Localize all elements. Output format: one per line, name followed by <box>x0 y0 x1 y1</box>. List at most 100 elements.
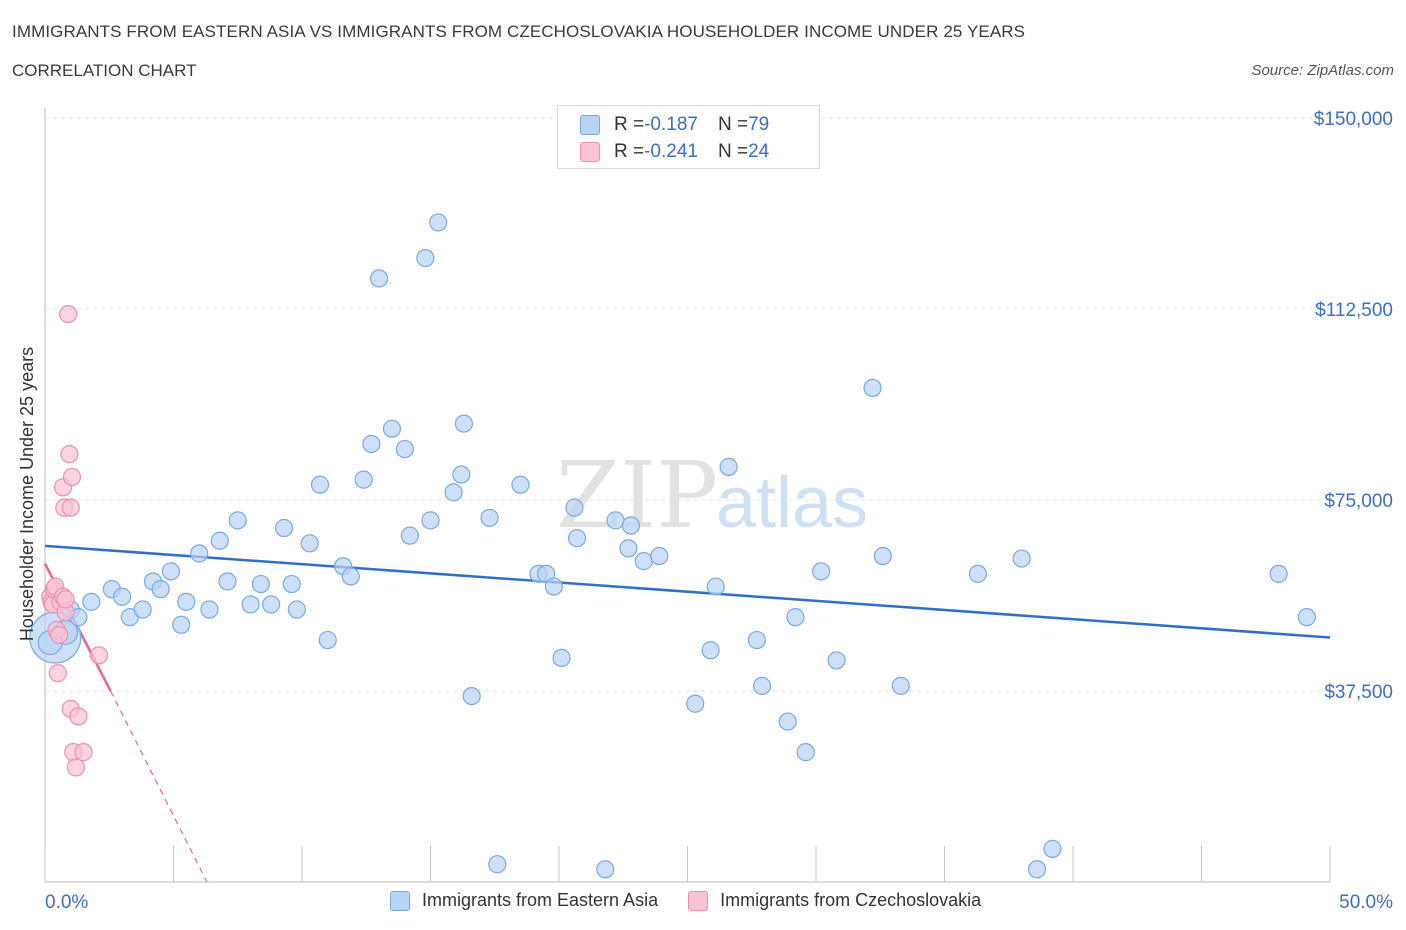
legend-item-eastern-asia[interactable]: Immigrants from Eastern Asia <box>390 890 658 911</box>
point-eastern-asia <box>596 860 615 879</box>
point-eastern-asia <box>218 572 237 591</box>
legend-item-czechoslovakia[interactable]: Immigrants from Czechoslovakia <box>688 890 981 911</box>
watermark: ZIP atlas <box>556 442 868 549</box>
point-eastern-asia <box>650 546 669 566</box>
point-eastern-asia <box>429 213 448 232</box>
data-points <box>29 213 1316 879</box>
point-eastern-asia <box>190 544 209 563</box>
point-czechoslovakia <box>60 445 79 464</box>
point-eastern-asia <box>382 419 402 438</box>
watermark-atlas: atlas <box>716 463 868 543</box>
point-eastern-asia <box>200 600 219 619</box>
y-tick-label: $37,500 <box>1324 682 1393 703</box>
point-eastern-asia <box>706 577 725 596</box>
point-eastern-asia <box>812 562 831 581</box>
point-eastern-asia <box>274 518 294 538</box>
point-eastern-asia <box>416 248 435 268</box>
point-eastern-asia <box>619 539 638 558</box>
stats-n-value: 24 <box>748 141 770 162</box>
point-eastern-asia <box>511 475 530 494</box>
point-eastern-asia <box>1027 860 1047 879</box>
point-eastern-asia <box>82 592 101 611</box>
point-eastern-asia <box>318 630 337 650</box>
point-eastern-asia <box>786 608 805 627</box>
point-czechoslovakia <box>89 646 109 665</box>
stats-r-label: R = <box>614 114 645 135</box>
point-eastern-asia <box>262 595 281 614</box>
point-eastern-asia <box>1297 608 1316 627</box>
point-eastern-asia <box>827 651 846 670</box>
point-eastern-asia <box>873 546 892 566</box>
point-eastern-asia <box>444 483 463 502</box>
stats-r-value: -0.187 <box>644 114 698 135</box>
point-eastern-asia <box>287 600 306 619</box>
point-eastern-asia <box>567 529 587 548</box>
stats-n-label: N = <box>717 141 749 162</box>
point-eastern-asia <box>544 577 563 596</box>
point-czechoslovakia <box>48 664 67 683</box>
point-eastern-asia <box>1012 549 1031 568</box>
point-eastern-asia <box>133 600 152 619</box>
point-eastern-asia <box>161 562 181 581</box>
point-eastern-asia <box>241 595 260 614</box>
y-tick-label: $75,000 <box>1324 491 1393 512</box>
legend-label: Immigrants from Czechoslovakia <box>720 890 982 910</box>
point-eastern-asia <box>863 378 882 398</box>
point-eastern-asia <box>228 511 247 530</box>
point-eastern-asia <box>210 531 229 550</box>
chart-title: IMMIGRANTS FROM EASTERN ASIA VS IMMIGRAN… <box>12 22 1026 41</box>
point-eastern-asia <box>172 615 191 634</box>
series-legend: Immigrants from Eastern Asia Immigrants … <box>390 890 1011 911</box>
point-eastern-asia <box>719 457 738 476</box>
stats-row-czechoslovakia: R = -0.241 N = 24 <box>580 140 769 164</box>
legend-label: Immigrants from Eastern Asia <box>422 890 659 910</box>
point-eastern-asia <box>151 580 170 599</box>
source-label: Source: ZipAtlas.com <box>1251 62 1394 79</box>
point-eastern-asia <box>400 526 420 545</box>
stats-legend: R = -0.187 N = 79 R = -0.241 N = 24 <box>557 105 820 169</box>
point-eastern-asia <box>462 686 481 706</box>
stats-n-value: 79 <box>748 114 770 135</box>
point-eastern-asia <box>778 712 797 731</box>
point-eastern-asia <box>552 648 571 667</box>
point-eastern-asia <box>968 564 988 583</box>
y-tick-label: $150,000 <box>1314 109 1393 130</box>
point-eastern-asia <box>421 511 440 530</box>
y-axis-title: Householder Income Under 25 years <box>17 347 37 641</box>
x-tick-label-min: 0.0% <box>45 892 88 913</box>
point-eastern-asia <box>488 855 507 874</box>
point-czechoslovakia <box>62 467 82 487</box>
stats-r-label: R = <box>614 141 645 162</box>
legend-swatch-blue <box>390 890 410 911</box>
point-eastern-asia <box>891 676 910 696</box>
stats-swatch-pink <box>580 142 600 162</box>
chart-subtitle: CORRELATION CHART <box>12 61 197 80</box>
gridlines <box>45 117 1330 692</box>
point-czechoslovakia <box>61 498 80 517</box>
trend-line-czechoslovakia-extension <box>109 690 208 883</box>
point-eastern-asia <box>251 574 270 594</box>
point-eastern-asia <box>310 475 330 494</box>
point-eastern-asia <box>565 498 584 517</box>
point-eastern-asia <box>370 269 389 288</box>
point-eastern-asia <box>480 508 499 527</box>
stats-n-label: N = <box>717 114 749 135</box>
point-czechoslovakia <box>59 304 78 324</box>
point-eastern-asia <box>341 567 360 586</box>
point-eastern-asia <box>1269 564 1288 583</box>
legend-swatch-pink <box>688 890 709 911</box>
point-eastern-asia <box>621 516 641 535</box>
x-tick-label-max: 50.0% <box>1339 892 1393 913</box>
point-eastern-asia <box>354 470 373 489</box>
point-eastern-asia <box>701 641 720 660</box>
stats-row-eastern-asia: R = -0.187 N = 79 <box>580 113 769 137</box>
point-eastern-asia <box>112 587 132 606</box>
point-eastern-asia <box>282 574 301 594</box>
point-czechoslovakia <box>56 590 75 609</box>
point-czechoslovakia <box>69 707 88 726</box>
point-eastern-asia <box>362 434 381 454</box>
stats-r-value: -0.241 <box>644 141 698 162</box>
point-czechoslovakia <box>50 625 69 645</box>
point-eastern-asia <box>752 676 772 696</box>
